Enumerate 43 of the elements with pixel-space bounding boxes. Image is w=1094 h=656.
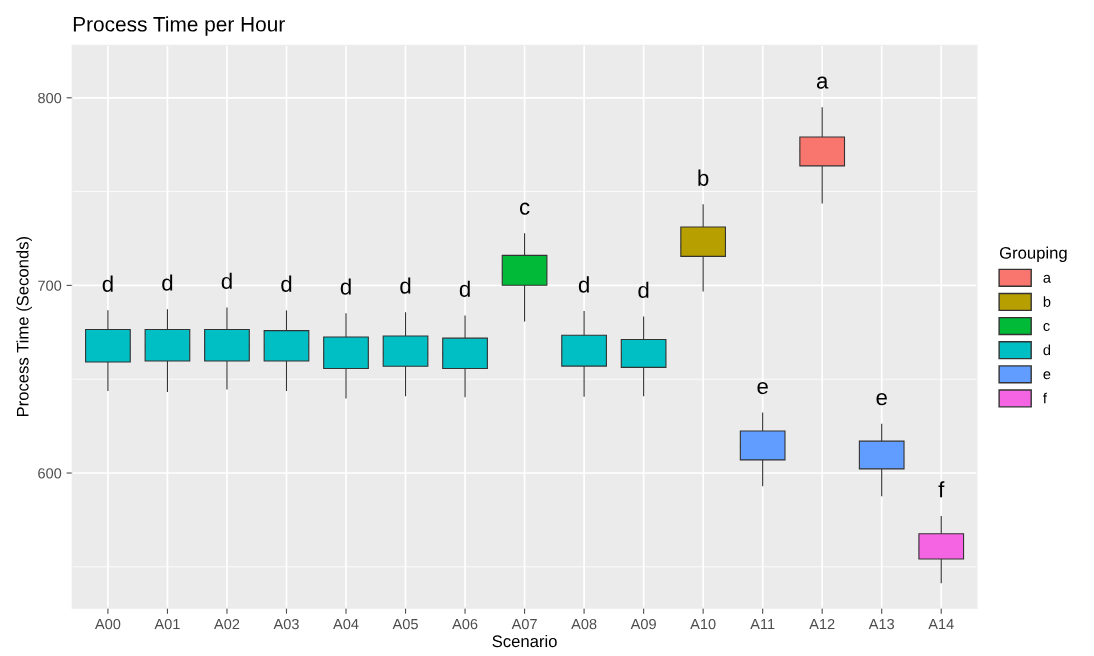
annotation: d	[459, 280, 470, 297]
x-axis-title: Scenario	[492, 634, 557, 648]
annotation: d	[400, 277, 411, 294]
x-tick-label: A06	[452, 618, 478, 630]
annotation: d	[102, 275, 113, 292]
legend-label: d	[1043, 344, 1051, 356]
legend-label: a	[1043, 274, 1051, 283]
legend-label: f	[1043, 392, 1047, 404]
legend-label: c	[1043, 323, 1050, 332]
legend-label: b	[1043, 296, 1051, 307]
x-tick-label: A14	[928, 619, 954, 630]
annotation: d	[578, 276, 589, 293]
x-tick-label: A04	[333, 618, 359, 630]
y-tick-label: 700	[38, 280, 62, 291]
annotation: d	[221, 272, 232, 290]
x-tick-label: A11	[750, 619, 775, 630]
annotation: d	[162, 274, 173, 291]
x-tick-label: A03	[273, 618, 299, 630]
y-axis-title: Process Time (Seconds)	[16, 236, 32, 417]
annotation: d	[340, 278, 351, 295]
x-tick-label: A09	[630, 618, 656, 630]
x-tick-label: A05	[392, 618, 418, 630]
legend-label: e	[1043, 371, 1051, 380]
annotation: a	[816, 76, 829, 89]
y-tick-label: 800	[38, 92, 62, 104]
y-tick-label: 600	[38, 468, 62, 479]
x-tick-label: A12	[809, 618, 835, 630]
x-tick-label: A10	[690, 618, 716, 630]
annotation: f	[938, 481, 945, 498]
x-tick-label: A02	[214, 618, 240, 630]
x-tick-label: A01	[154, 618, 180, 630]
annotation: b	[698, 169, 709, 186]
x-tick-label: A00	[94, 618, 121, 630]
annotation: c	[519, 202, 530, 215]
annotation: e	[876, 393, 887, 406]
annotation: d	[281, 275, 292, 292]
annotation: e	[757, 381, 768, 395]
x-tick-label: A13	[868, 618, 895, 630]
x-tick-label: A08	[571, 618, 597, 630]
x-tick-label: A07	[511, 618, 537, 630]
legend-title: Grouping	[999, 246, 1067, 263]
annotation: d	[638, 281, 649, 299]
chart-title: Process Time per Hour	[73, 16, 285, 36]
